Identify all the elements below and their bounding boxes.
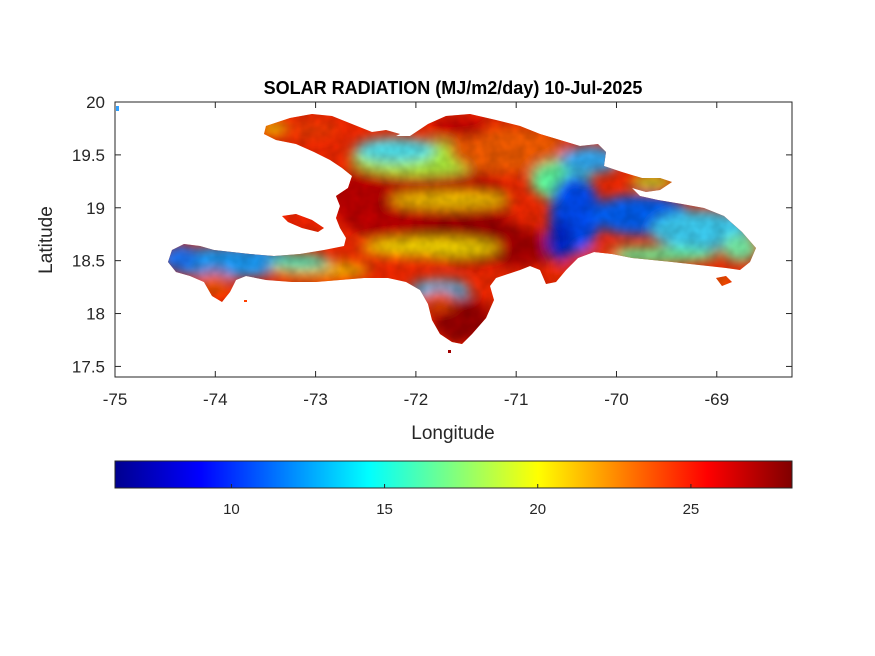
y-tick-label: 19 xyxy=(86,199,105,218)
x-tick-label: -72 xyxy=(404,390,429,409)
colorbar-tick-label: 20 xyxy=(529,501,546,518)
x-tick-label: -69 xyxy=(704,390,729,409)
colorbar-tick-label: 10 xyxy=(223,501,240,518)
x-tick-label: -70 xyxy=(604,390,629,409)
y-tick-label: 17.5 xyxy=(72,357,105,376)
islet-speck xyxy=(448,350,451,353)
y-tick-label: 19.5 xyxy=(72,146,105,165)
x-tick-label: -73 xyxy=(303,390,328,409)
y-tick-label: 18 xyxy=(86,305,105,324)
y-axis-ticks: 17.5 18 18.5 19 19.5 20 xyxy=(72,93,792,376)
x-axis-label: Longitude xyxy=(411,423,494,444)
y-tick-label: 20 xyxy=(86,93,105,112)
colorbar-tick-label: 15 xyxy=(376,501,393,518)
colorbar-ticks: 10 15 20 25 xyxy=(223,484,699,518)
y-tick-label: 18.5 xyxy=(72,252,105,271)
islet-speck xyxy=(244,300,247,302)
colorbar xyxy=(114,460,793,489)
x-tick-label: -75 xyxy=(103,390,128,409)
islet-speck xyxy=(116,106,119,111)
x-axis-ticks: -75 -74 -73 -72 -71 -70 -69 xyxy=(103,102,729,409)
x-tick-label: -71 xyxy=(504,390,529,409)
chart-title: SOLAR RADIATION (MJ/m2/day) 10-Jul-2025 xyxy=(264,78,643,98)
x-tick-label: -74 xyxy=(203,390,228,409)
colorbar-tick-label: 25 xyxy=(683,501,700,518)
y-axis-label: Latitude xyxy=(36,206,57,274)
